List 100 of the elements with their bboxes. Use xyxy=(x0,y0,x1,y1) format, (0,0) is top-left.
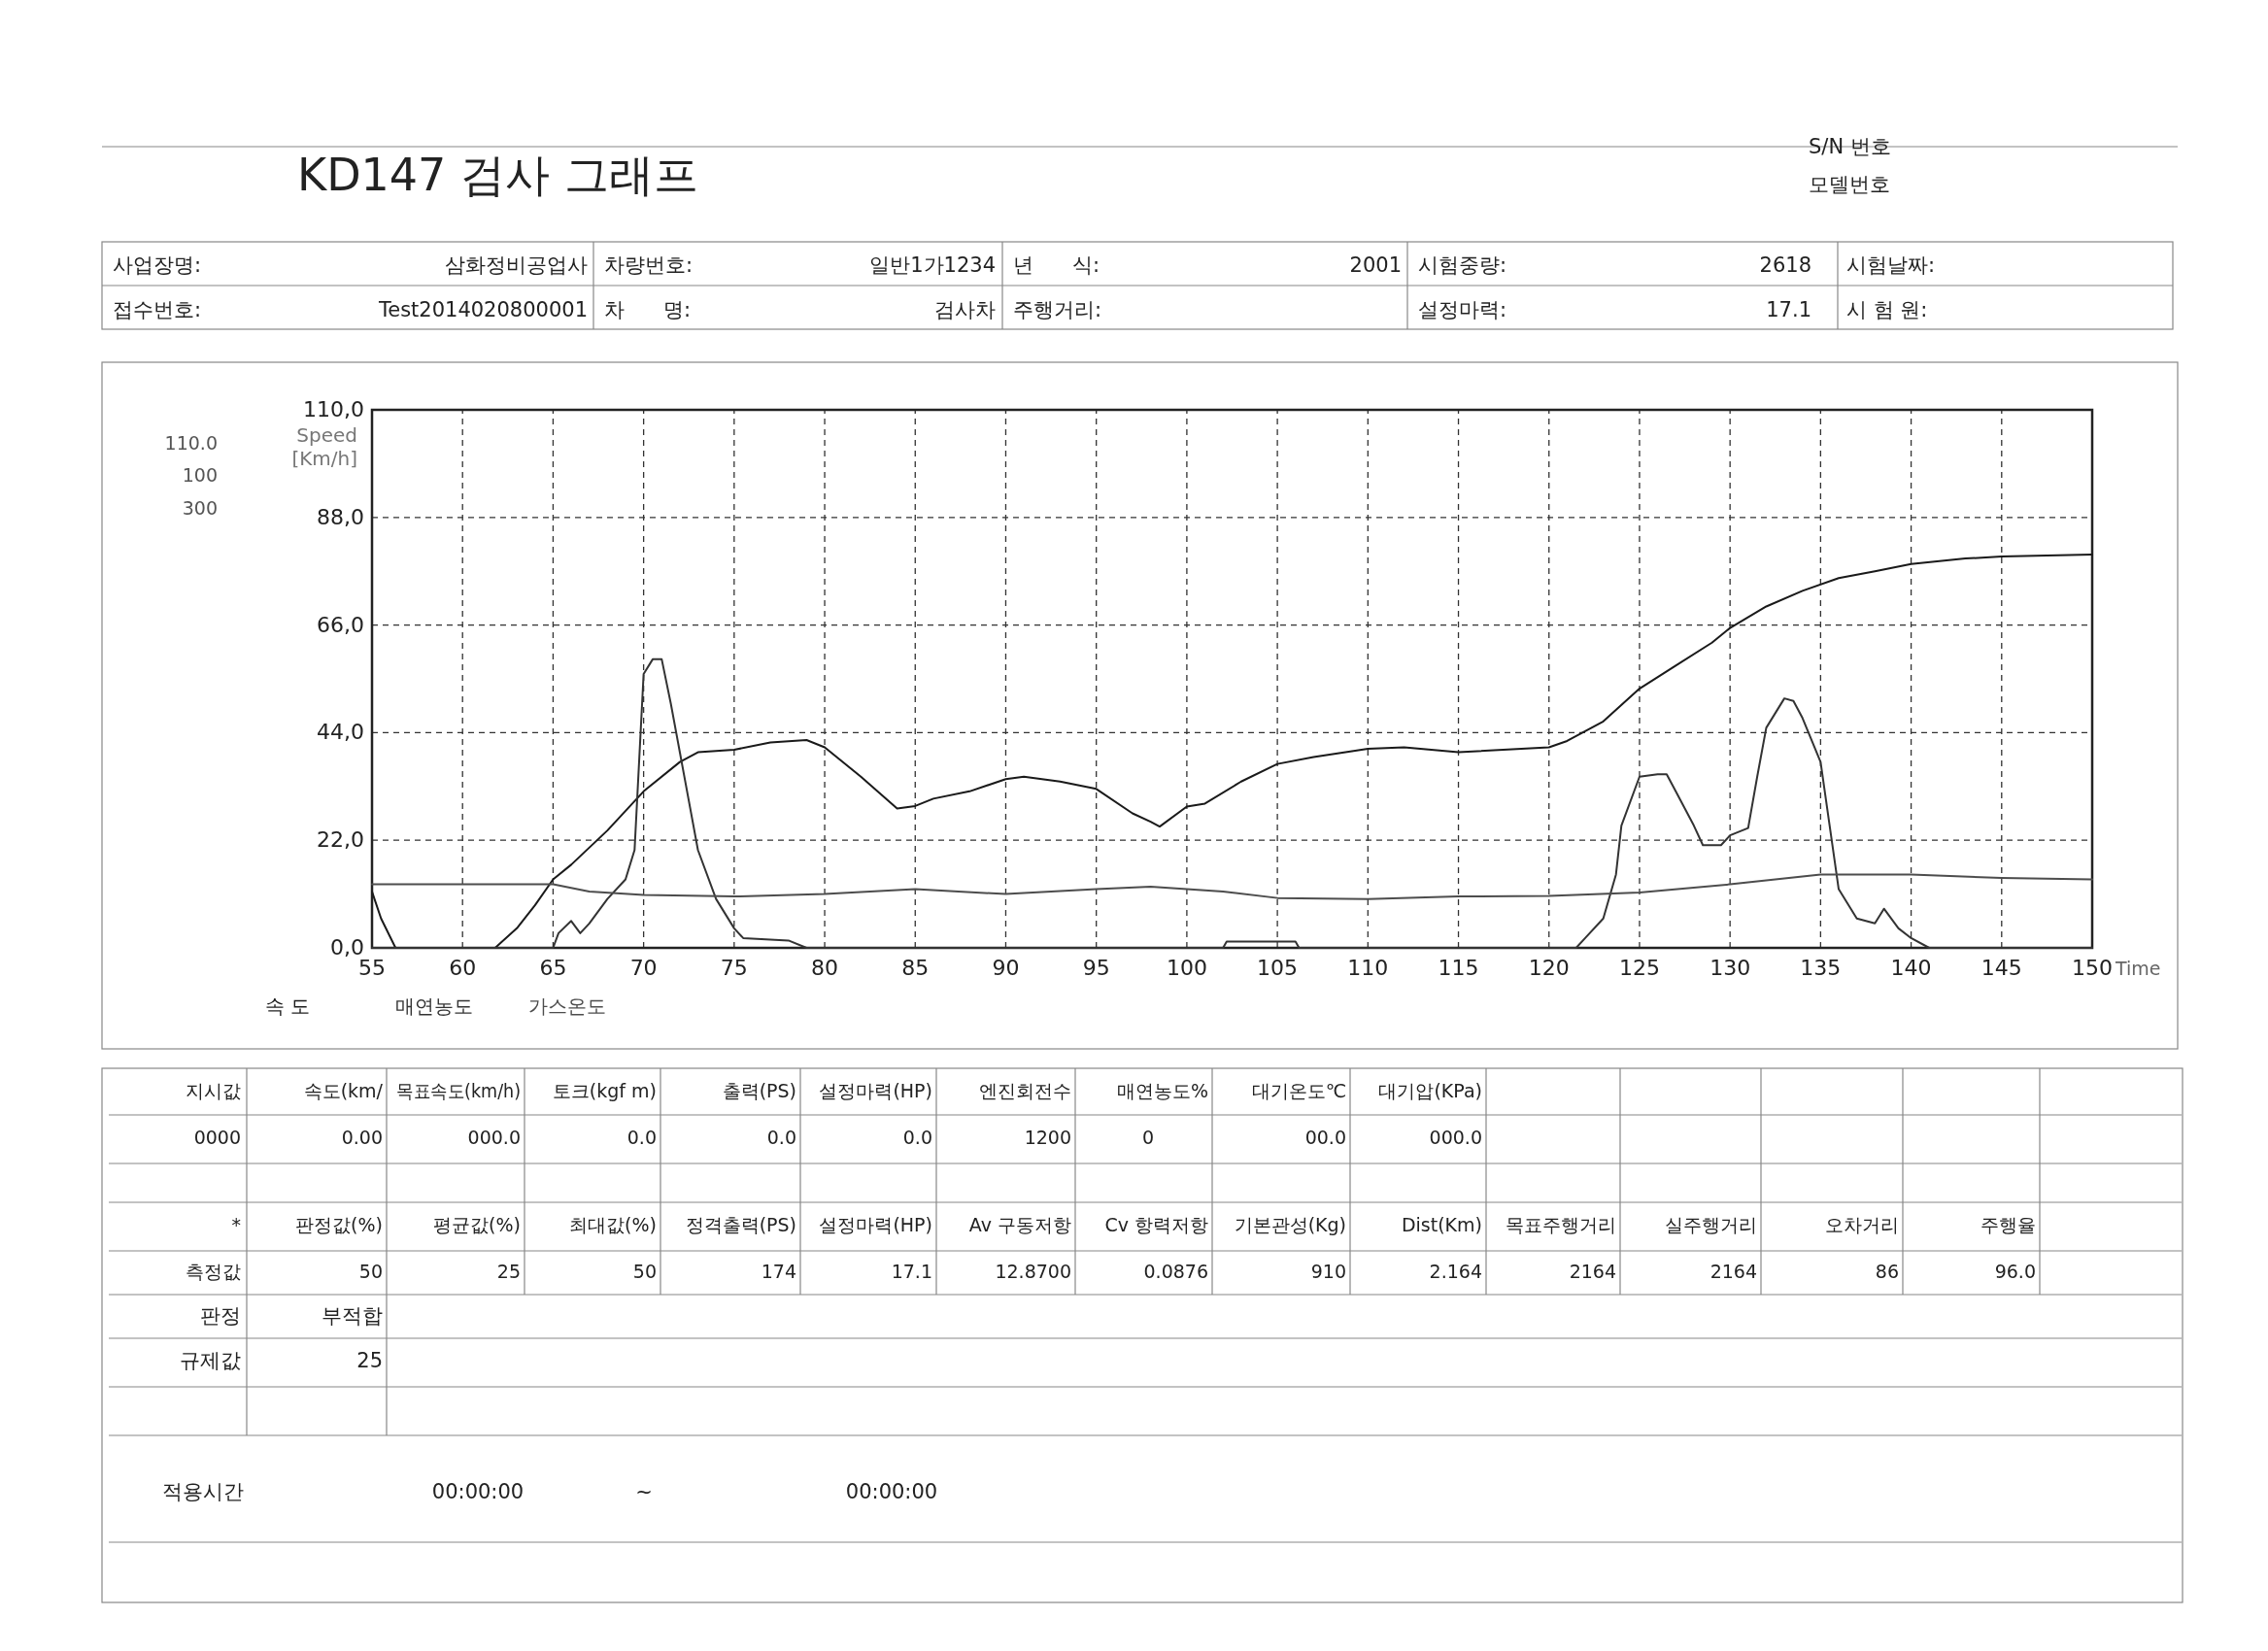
text: 설정마력: xyxy=(1418,298,1507,321)
text: 기본관성(Kg) xyxy=(1234,1214,1346,1235)
text: 설정마력(HP) xyxy=(819,1214,932,1235)
text: 12.8700 xyxy=(995,1261,1071,1282)
x-tick-label: 105 xyxy=(1257,956,1299,980)
text: 00.0 xyxy=(1304,1127,1346,1148)
text: 0000 xyxy=(193,1127,241,1148)
text: 100 xyxy=(182,464,218,486)
y-tick-label: 88,0 xyxy=(317,504,364,529)
text: 000.0 xyxy=(467,1127,521,1148)
text: 0.0 xyxy=(766,1127,796,1148)
y-tick-label: 110,0 xyxy=(303,397,364,421)
text: 년 식: xyxy=(1013,253,1100,277)
text: Av 구동저항 xyxy=(968,1214,1071,1235)
text: 000.0 xyxy=(1429,1127,1482,1148)
text: Test2014020800001 xyxy=(377,298,588,321)
text: 0.0 xyxy=(902,1127,932,1148)
text: 지시값 xyxy=(186,1080,241,1101)
text: 삼화정비공업사 xyxy=(445,253,588,277)
text: Cv 항력저항 xyxy=(1104,1214,1208,1235)
x-tick-label: 90 xyxy=(992,956,1020,980)
x-tick-label: 150 xyxy=(2072,956,2113,980)
text: 0.0 xyxy=(626,1127,657,1148)
text: 부적합 xyxy=(322,1304,383,1328)
text: 대기온도℃ xyxy=(1251,1080,1346,1101)
text: 오차거리 xyxy=(1825,1214,1899,1235)
text: 평균값(%) xyxy=(433,1214,521,1235)
text: 주행율 xyxy=(1980,1214,2036,1235)
text: 17.1 xyxy=(1766,298,1811,321)
text: 설정마력(HP) xyxy=(819,1080,932,1101)
text: 목표속도(km/h) xyxy=(396,1080,531,1101)
text: 96.0 xyxy=(1994,1261,2036,1282)
text: 00:00:00 xyxy=(845,1480,938,1503)
x-tick-label: 100 xyxy=(1166,956,1207,980)
text: 사업장명: xyxy=(113,253,202,277)
text: Dist(Km) xyxy=(1401,1214,1482,1235)
x-tick-label: 140 xyxy=(1890,956,1932,980)
x-tick-label: 60 xyxy=(449,956,477,980)
y-tick-label: 66,0 xyxy=(317,612,364,637)
text: 매연농도% xyxy=(1116,1080,1208,1101)
x-tick-label: 85 xyxy=(901,956,930,980)
line-series xyxy=(371,873,2093,900)
text: 접수번호: xyxy=(113,298,202,321)
text: ~ xyxy=(635,1480,653,1503)
text: 엔진회전수 xyxy=(979,1080,1071,1101)
x-tick-label: 120 xyxy=(1528,956,1570,980)
text: 시험날짜: xyxy=(1846,253,1936,277)
text: 시 험 원: xyxy=(1846,298,1928,321)
x-tick-label: 130 xyxy=(1709,956,1751,980)
text: 시험중량: xyxy=(1418,253,1507,277)
text: 목표주행거리 xyxy=(1506,1214,1616,1235)
text: * xyxy=(231,1214,241,1235)
x-tick-label: 95 xyxy=(1082,956,1110,980)
text: 속 도 xyxy=(265,994,311,1018)
text: 실주행거리 xyxy=(1665,1214,1757,1235)
text: 판정 xyxy=(200,1304,241,1328)
text: 가스온도 xyxy=(528,994,606,1018)
text: 2.164 xyxy=(1429,1261,1482,1282)
text: 300 xyxy=(182,497,218,519)
text: 정격출력(PS) xyxy=(685,1214,796,1235)
text: 출력(PS) xyxy=(722,1080,796,1101)
text: 차량번호: xyxy=(604,253,694,277)
text: 2164 xyxy=(1709,1261,1757,1282)
text: 00:00:00 xyxy=(431,1480,525,1503)
text: 174 xyxy=(761,1261,796,1282)
y-axis-title: Speed [Km/h] xyxy=(291,423,357,470)
text: 차 명: xyxy=(604,298,692,321)
text: 최대값(%) xyxy=(569,1214,657,1235)
text: 2164 xyxy=(1569,1261,1616,1282)
text: 주행거리: xyxy=(1013,298,1102,321)
x-tick-label: 70 xyxy=(629,956,658,980)
text: 910 xyxy=(1310,1261,1346,1282)
text: 50 xyxy=(358,1261,383,1282)
x-tick-label: 110 xyxy=(1347,956,1389,980)
text: 일반1가1234 xyxy=(869,253,996,277)
text: 규제값 xyxy=(180,1349,241,1372)
x-tick-label: 135 xyxy=(1800,956,1842,980)
text: 0.00 xyxy=(341,1127,383,1148)
text: 매연농도 xyxy=(395,994,473,1018)
text: 판정값(%) xyxy=(295,1214,383,1235)
text: 검사차 xyxy=(934,298,996,321)
text: 2001 xyxy=(1349,253,1402,277)
text: 17.1 xyxy=(891,1261,932,1282)
chart-title: KD147 검사 그래프 xyxy=(297,149,698,201)
text: 25 xyxy=(496,1261,521,1282)
x-tick-label: 75 xyxy=(720,956,748,980)
x-tick-label: 125 xyxy=(1618,956,1660,980)
y-tick-label: 44,0 xyxy=(317,720,364,745)
text: 속도(km/ xyxy=(303,1080,384,1101)
text: 적용시간 xyxy=(162,1480,244,1503)
text: 110.0 xyxy=(164,432,218,454)
x-tick-label: 65 xyxy=(539,956,567,980)
text: 50 xyxy=(632,1261,657,1282)
text: S/N 번호 xyxy=(1809,135,1891,158)
x-tick-label: 145 xyxy=(1980,956,2022,980)
text: 2618 xyxy=(1759,253,1811,277)
text: 86 xyxy=(1875,1261,1899,1282)
y-tick-label: 22,0 xyxy=(317,827,364,853)
x-axis-title: Time xyxy=(2115,958,2161,979)
text: 0.0876 xyxy=(1143,1261,1208,1282)
